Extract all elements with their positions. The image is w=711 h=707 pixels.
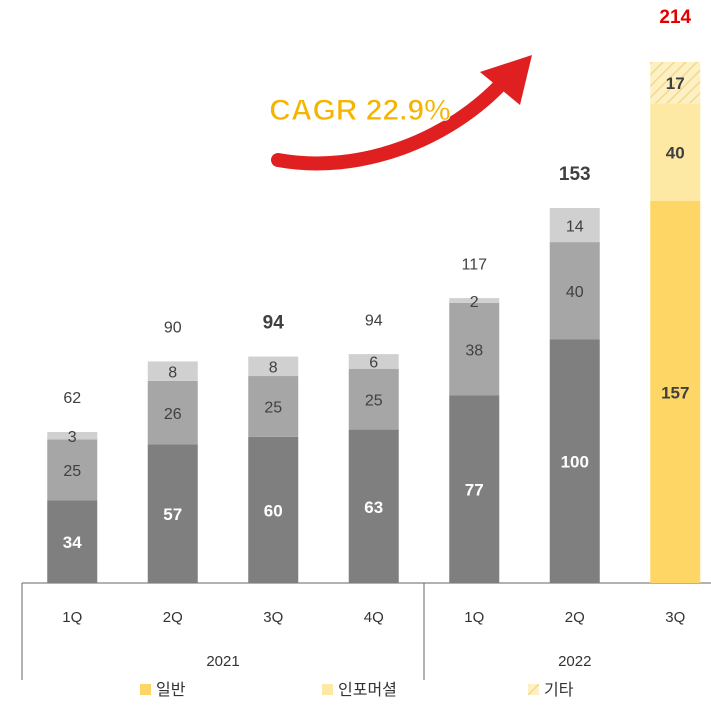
legend-label: 일반 [156,681,186,699]
bar-segment [449,302,500,396]
value-label: 57 [163,505,182,524]
group-label: 2021 [206,653,239,670]
bar-segment [650,103,701,201]
x-tick-label: 3Q [665,609,685,626]
legend-label: 기타 [544,681,574,699]
total-label: 62 [63,390,81,407]
total-label: 117 [461,256,487,273]
x-tick-label: 2Q [565,609,585,626]
bar-segment [248,376,299,437]
value-label: 8 [168,364,177,381]
value-label: 38 [465,342,483,359]
legend-swatch [140,684,151,695]
legend-label: 인포머셜 [338,681,397,699]
value-label: 8 [269,360,278,377]
value-label: 6 [369,355,378,372]
cagr-arrow [271,73,512,171]
value-label: 157 [661,383,689,402]
value-label: 17 [666,74,685,93]
value-label: 60 [264,501,283,520]
x-tick-label: 3Q [263,609,283,626]
bar-segment [147,361,198,381]
value-label: 26 [164,406,182,423]
legend-swatch [322,684,333,695]
bar-segment [47,439,98,501]
value-label: 77 [465,481,484,500]
cagr-label: CAGR 22.9% [269,94,451,127]
x-tick-label: 1Q [62,609,82,626]
value-label: 2 [470,294,479,311]
bar-segment [248,436,299,583]
legend-swatch [528,684,539,695]
total-label: 94 [263,313,285,334]
bar-segment [650,200,701,583]
value-label: 3 [68,429,77,446]
total-label: 214 [659,7,691,28]
x-tick-label: 2Q [163,609,183,626]
x-tick-label: 1Q [464,609,484,626]
bar-segment [47,432,98,440]
bar-segment [449,298,500,303]
group-label: 2022 [558,653,591,670]
value-label: 63 [364,498,383,517]
value-label: 40 [566,284,584,301]
total-label: 153 [559,164,591,185]
value-label: 40 [666,143,685,162]
bar-segment [348,354,399,369]
bar-segment [147,380,198,445]
value-label: 25 [63,463,81,480]
bar-segment [348,429,399,583]
bar-segment [549,208,600,243]
bar-segment [348,368,399,430]
bar-segment [549,339,600,583]
bar-segment [47,500,98,583]
bar-segment [549,242,600,340]
total-label: 94 [365,312,383,329]
value-label: 25 [264,400,282,417]
value-label: 14 [566,218,584,235]
x-tick-label: 4Q [364,609,384,626]
bar-segment [248,356,299,377]
value-label: 25 [365,392,383,409]
bar-segment [650,61,701,104]
bar-segment [449,395,500,583]
bar-segment [147,444,198,583]
value-label: 34 [63,533,82,552]
value-label: 100 [561,453,589,472]
total-label: 90 [164,320,182,337]
cagr-arrow-head [480,55,532,105]
